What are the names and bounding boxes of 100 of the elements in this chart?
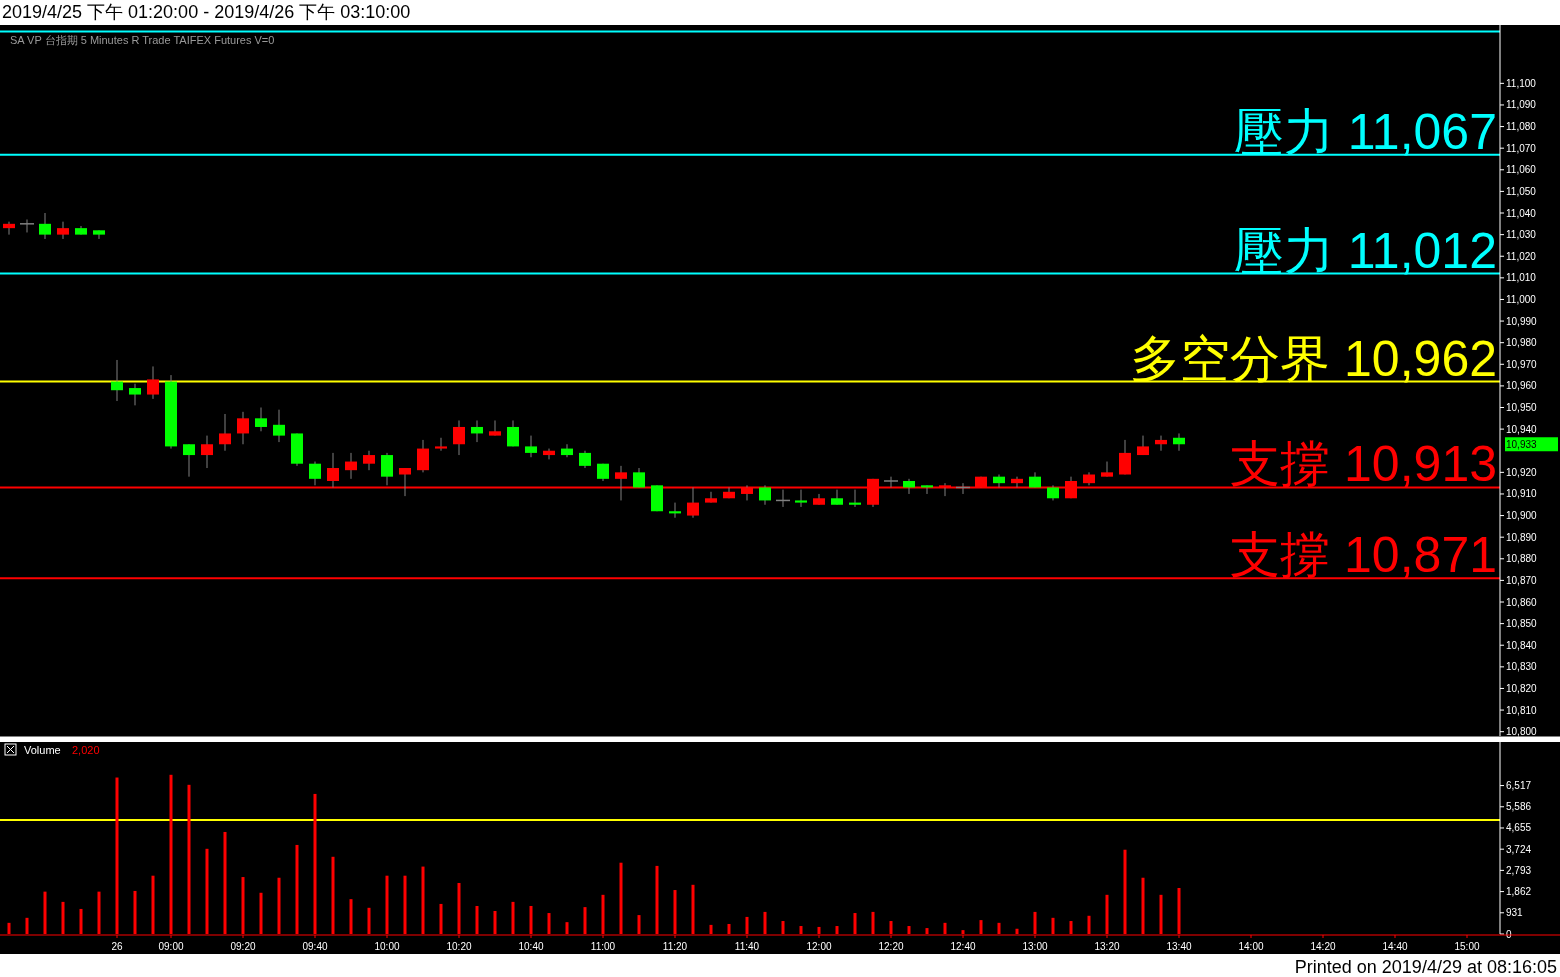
y-tick-label: 11,030 (1506, 229, 1537, 241)
y-tick-label: 10,910 (1506, 488, 1538, 500)
x-tick-label: 11:00 (590, 941, 616, 952)
y-tick-label: 5,586 (1506, 801, 1532, 813)
y-tick-label: 11,000 (1506, 293, 1537, 305)
x-tick-label: 09:00 (158, 941, 184, 952)
y-tick-label: 10,900 (1506, 510, 1538, 522)
x-tick-label: 09:20 (230, 941, 256, 952)
candlestick (705, 491, 717, 504)
candlestick (1101, 461, 1113, 478)
candlestick (561, 443, 573, 458)
candlestick (201, 435, 213, 469)
candlestick (831, 489, 843, 506)
x-tick-label: 13:00 (1022, 941, 1048, 952)
x-tick-label: 12:00 (806, 941, 832, 952)
candlestick (669, 502, 681, 519)
candlestick (1155, 435, 1167, 452)
y-tick-label: 3,724 (1506, 843, 1532, 855)
x-tick-label: 14:20 (1310, 941, 1336, 952)
text: SA VP 台指期 5 Minutes R Trade TAIFEX Futures V=0 (10, 34, 275, 46)
candlestick (453, 419, 465, 456)
text: 10,933 (1506, 438, 1538, 450)
candlestick (381, 452, 393, 486)
candlestick (471, 419, 483, 443)
x-tick-label: 12:40 (950, 941, 976, 952)
ref-line-label: 支撐 10,913 (1230, 436, 1497, 493)
candlestick (183, 443, 195, 478)
y-tick-label: 4,655 (1506, 822, 1532, 834)
candlestick (129, 383, 141, 406)
y-tick-label: 10,840 (1506, 639, 1538, 651)
y-tick-label: 10,970 (1506, 358, 1538, 370)
candlestick (507, 419, 519, 447)
candlestick (345, 452, 357, 480)
y-tick-label: 10,950 (1506, 402, 1538, 414)
candlestick (273, 409, 285, 443)
y-tick-label: 10,960 (1506, 380, 1538, 392)
y-tick-label: 10,940 (1506, 423, 1538, 435)
y-tick-label: 10,920 (1506, 466, 1538, 478)
y-tick-label: 931 (1506, 907, 1524, 919)
candlestick (543, 448, 555, 460)
y-tick-label: 11,090 (1506, 99, 1537, 111)
candlestick (57, 221, 69, 240)
y-tick-label: 10,980 (1506, 337, 1538, 349)
candlestick (1173, 432, 1185, 452)
candlestick (237, 411, 249, 445)
candlestick (993, 474, 1005, 488)
candlestick (255, 407, 267, 432)
candlestick (795, 489, 807, 508)
candlestick (903, 478, 915, 495)
candlestick (1119, 439, 1131, 476)
chart-title: Volume (24, 744, 61, 756)
x-tick-label: 09:40 (302, 941, 328, 952)
x-tick-label: 26 (111, 941, 123, 952)
y-tick-label: 10,870 (1506, 574, 1538, 586)
y-tick-label: 11,040 (1506, 207, 1537, 219)
candlestick (3, 221, 15, 236)
y-tick-label: 11,070 (1506, 142, 1537, 154)
y-tick-label: 10,800 (1506, 726, 1538, 738)
ref-line-label: 壓力 11,012 (1233, 222, 1497, 279)
y-tick-label: 11,080 (1506, 121, 1537, 133)
candlestick (921, 484, 933, 495)
ref-line-label: 多空分界 10,962 (1130, 330, 1497, 387)
candlestick (849, 489, 861, 508)
x-tick-label: 12:20 (878, 941, 904, 952)
y-tick-label: 11,010 (1506, 272, 1537, 284)
y-tick-label: 10,890 (1506, 531, 1538, 543)
candlestick (219, 413, 231, 452)
candlestick (363, 450, 375, 471)
candlestick (309, 461, 321, 486)
ref-line-label: 壓力 11,067 (1233, 103, 1497, 160)
candlestick (417, 439, 429, 473)
y-tick-label: 10,860 (1506, 596, 1538, 608)
candlestick (39, 212, 51, 240)
y-tick-label: 10,990 (1506, 315, 1538, 327)
candlestick (111, 359, 123, 402)
y-tick-label: 10,810 (1506, 704, 1538, 716)
annotation: 2,020 (72, 744, 100, 756)
x-tick-label: 13:20 (1094, 941, 1120, 952)
candlestick (147, 365, 159, 400)
y-tick-label: 10,880 (1506, 553, 1538, 565)
ref-line-label: 支撐 10,871 (1230, 527, 1497, 584)
x-tick-label: 11:40 (734, 941, 760, 952)
x-tick-label: 14:40 (1382, 941, 1408, 952)
candlestick (759, 484, 771, 506)
y-tick-label: 2,793 (1506, 864, 1532, 876)
chart-title: 2019/4/25 下午 01:20:00 - 2019/4/26 下午 03:10:00 (2, 2, 411, 22)
x-tick-label: 10:00 (374, 941, 400, 952)
x-tick-label: 11:20 (662, 941, 688, 952)
y-tick-label: 11,100 (1506, 77, 1537, 89)
y-tick-label: 6,517 (1506, 780, 1532, 792)
y-tick-label: 10,830 (1506, 661, 1538, 673)
y-tick-label: 11,020 (1506, 250, 1537, 262)
y-tick-label: 1,862 (1506, 886, 1532, 898)
y-tick-label: 0 (1506, 928, 1512, 940)
y-tick-label: 10,820 (1506, 682, 1538, 694)
x-tick-label: 13:40 (1166, 941, 1192, 952)
y-tick-label: 10,850 (1506, 618, 1538, 630)
x-tick-label: 10:20 (446, 941, 472, 952)
y-tick-label: 11,060 (1506, 164, 1537, 176)
candlestick (525, 435, 537, 458)
